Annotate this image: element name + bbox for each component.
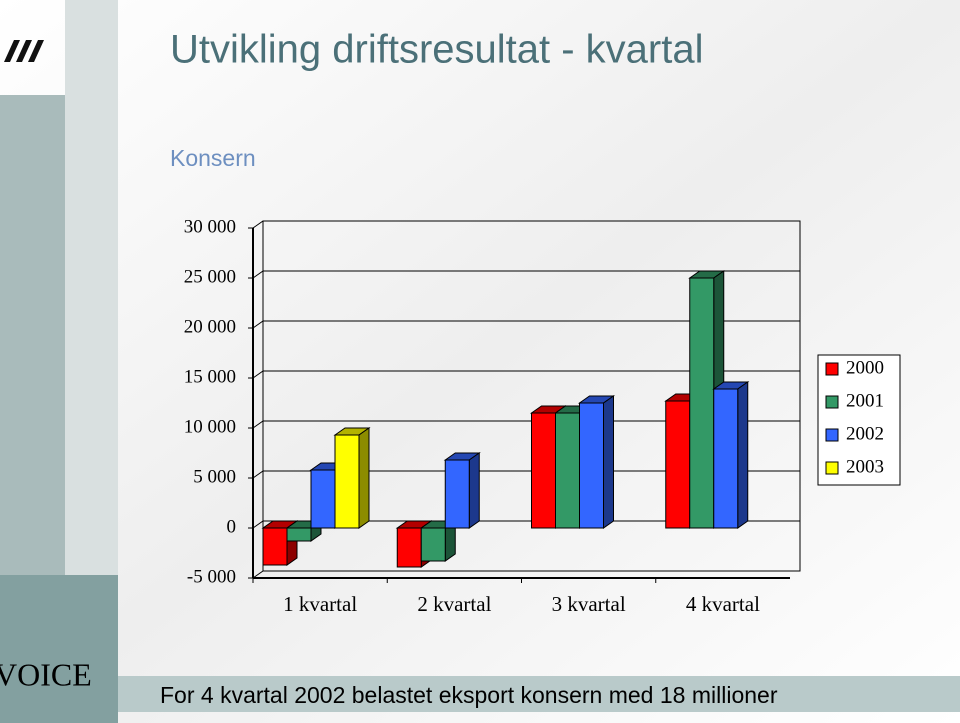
y-tick-label: 0 <box>227 516 237 537</box>
y-tick-label: 15 000 <box>184 366 236 387</box>
y-tick-label: -5 000 <box>187 566 236 587</box>
bar-side <box>468 452 480 529</box>
bar-front <box>531 412 556 529</box>
grid-line <box>252 270 800 279</box>
bar-front <box>420 527 446 562</box>
grid-line <box>252 520 800 529</box>
y-tick-label: 5 000 <box>193 466 236 487</box>
bar-front <box>262 527 288 566</box>
bar <box>577 395 616 529</box>
grid-line <box>252 220 800 229</box>
grid-line <box>252 320 800 329</box>
bar-front <box>555 412 580 529</box>
bar-front <box>334 434 360 529</box>
bar-front <box>310 469 336 529</box>
legend-swatch <box>825 461 839 475</box>
footnote: For 4 kvartal 2002 belastet eksport kons… <box>160 682 778 708</box>
x-tick-label: 4 kvartal <box>686 592 760 616</box>
side-strip <box>0 95 65 575</box>
corner-block <box>0 575 118 723</box>
y-tick-label: 10 000 <box>184 416 236 437</box>
grid-line <box>252 420 800 429</box>
legend-label: 2003 <box>846 456 884 477</box>
bar-front <box>579 402 604 529</box>
bar-front <box>444 459 470 529</box>
x-tick-label: 3 kvartal <box>552 592 626 616</box>
bar-front <box>689 277 715 529</box>
bar-side <box>603 395 614 529</box>
y-tick-label: 20 000 <box>184 316 236 337</box>
bar-side <box>358 427 370 529</box>
legend-label: 2002 <box>846 423 884 444</box>
bar-front <box>713 388 739 529</box>
bar <box>712 381 750 529</box>
logo <box>4 40 44 62</box>
bar <box>419 520 457 562</box>
y-tick-label: 25 000 <box>184 266 236 287</box>
legend-swatch <box>825 428 839 442</box>
x-tick-label: 1 kvartal <box>283 592 357 616</box>
legend-label: 2000 <box>846 357 884 378</box>
bar <box>333 427 371 529</box>
footer-bar <box>118 676 960 712</box>
side-strip <box>65 0 118 575</box>
x-tick-label: 2 kvartal <box>417 592 491 616</box>
bar-front <box>286 527 312 542</box>
legend-swatch <box>825 362 839 376</box>
brand: VOICE <box>0 656 92 692</box>
bar-front <box>665 400 691 529</box>
subtitle: Konsern <box>170 145 256 171</box>
legend-swatch <box>825 395 839 409</box>
grid-line <box>252 570 800 579</box>
bar-side <box>737 381 749 529</box>
bar-front <box>396 527 422 568</box>
legend-label: 2001 <box>846 390 884 411</box>
bar <box>688 270 726 529</box>
chart-title: Utvikling driftsresultat - kvartal <box>170 28 703 72</box>
grid-line <box>252 470 800 479</box>
grid-line <box>252 370 800 379</box>
bar <box>443 452 481 529</box>
y-tick-label: 30 000 <box>184 216 236 237</box>
